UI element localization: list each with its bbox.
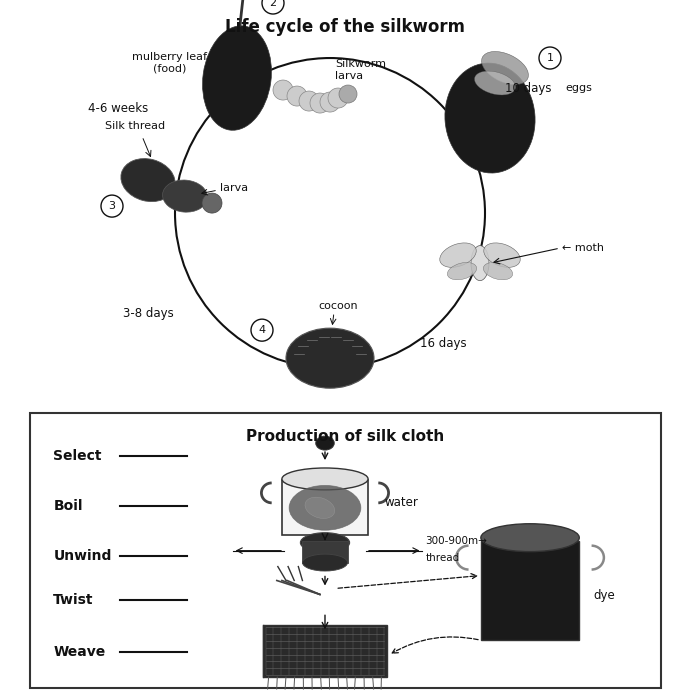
Circle shape <box>262 0 284 14</box>
Ellipse shape <box>482 52 529 84</box>
Ellipse shape <box>289 485 361 530</box>
Text: Weave: Weave <box>53 645 106 659</box>
Text: water: water <box>384 496 418 510</box>
Text: 4: 4 <box>258 325 265 335</box>
Text: Unwind: Unwind <box>53 549 112 562</box>
Ellipse shape <box>282 468 368 490</box>
Ellipse shape <box>471 245 489 281</box>
Ellipse shape <box>202 26 272 130</box>
Text: 3-8 days: 3-8 days <box>122 307 173 320</box>
Circle shape <box>299 91 319 111</box>
Circle shape <box>310 93 330 113</box>
Text: dye: dye <box>594 589 616 602</box>
Text: Life cycle of the silkworm: Life cycle of the silkworm <box>225 18 465 36</box>
Ellipse shape <box>301 533 350 553</box>
Text: Boil: Boil <box>53 499 83 513</box>
Ellipse shape <box>286 328 374 388</box>
Circle shape <box>202 193 222 213</box>
Circle shape <box>320 92 340 112</box>
Text: ← moth: ← moth <box>562 243 604 253</box>
Bar <box>263 625 386 677</box>
Text: cocoon: cocoon <box>318 301 358 311</box>
Circle shape <box>287 86 307 106</box>
Ellipse shape <box>484 243 520 268</box>
Ellipse shape <box>305 497 334 519</box>
Text: Silkworm
larva: Silkworm larva <box>335 59 386 81</box>
Text: 3: 3 <box>108 201 115 211</box>
Bar <box>303 541 348 562</box>
Text: eggs: eggs <box>565 83 592 93</box>
Bar <box>481 541 579 641</box>
Text: Select: Select <box>53 449 102 463</box>
Ellipse shape <box>121 159 175 201</box>
Text: Twist: Twist <box>53 593 94 607</box>
Text: thread: thread <box>426 553 460 562</box>
Circle shape <box>251 319 273 341</box>
Bar <box>282 480 368 535</box>
Ellipse shape <box>475 71 515 95</box>
Ellipse shape <box>484 263 513 279</box>
Text: 1: 1 <box>547 53 553 63</box>
Text: mulberry leaf
(food): mulberry leaf (food) <box>133 52 207 74</box>
Circle shape <box>273 80 293 100</box>
Text: larva: larva <box>220 183 248 193</box>
Text: Silk thread: Silk thread <box>105 121 165 131</box>
Ellipse shape <box>303 554 348 571</box>
Text: 4-6 weeks: 4-6 weeks <box>88 102 149 114</box>
Ellipse shape <box>481 523 579 551</box>
Circle shape <box>539 47 561 69</box>
Text: 10 days: 10 days <box>505 82 551 95</box>
Circle shape <box>101 195 123 217</box>
Text: 16 days: 16 days <box>420 337 466 350</box>
Circle shape <box>339 85 357 103</box>
Ellipse shape <box>447 263 477 279</box>
Ellipse shape <box>439 243 476 268</box>
Ellipse shape <box>162 180 207 212</box>
Text: Production of silk cloth: Production of silk cloth <box>247 429 444 444</box>
Ellipse shape <box>445 63 535 173</box>
Text: 300-900m→: 300-900m→ <box>426 536 487 546</box>
Ellipse shape <box>316 436 334 450</box>
Circle shape <box>328 88 348 108</box>
Text: 2: 2 <box>269 0 276 8</box>
